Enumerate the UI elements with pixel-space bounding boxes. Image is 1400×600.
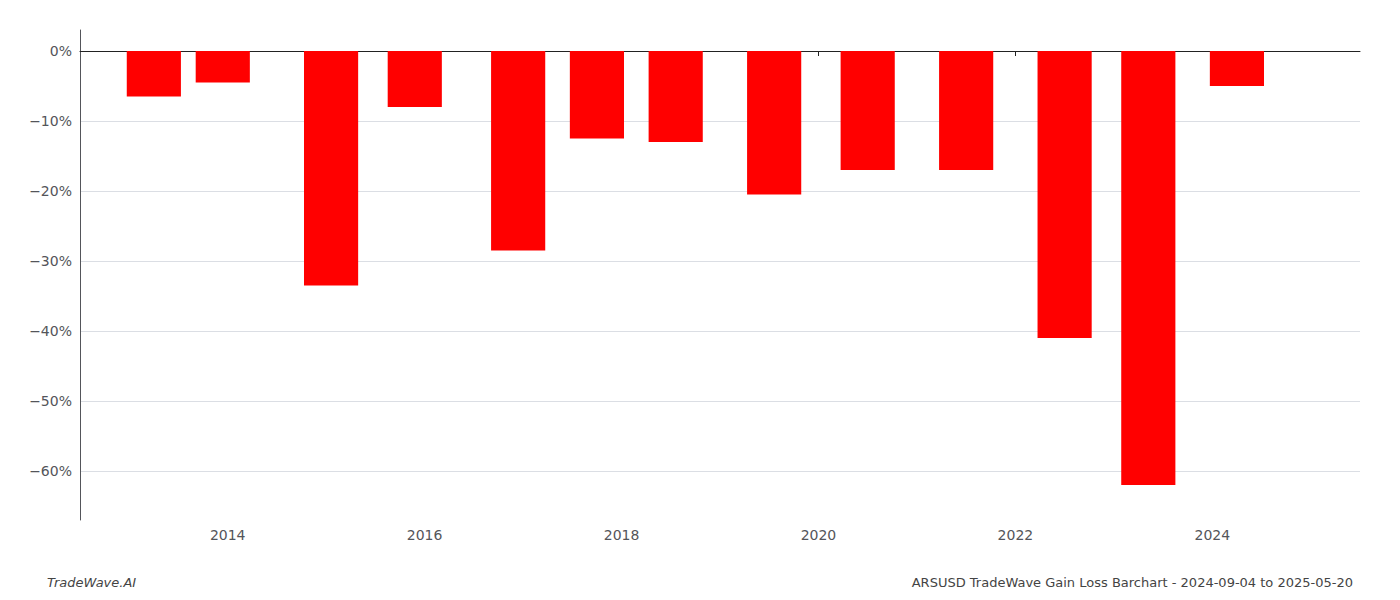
svg-text:2014: 2014 — [210, 527, 246, 543]
svg-text:−30%: −30% — [29, 253, 72, 269]
svg-text:TradeWave.AI: TradeWave.AI — [47, 575, 136, 590]
svg-text:−40%: −40% — [29, 323, 72, 339]
svg-text:−10%: −10% — [29, 113, 72, 129]
svg-text:2022: 2022 — [998, 527, 1034, 543]
svg-text:2020: 2020 — [801, 527, 837, 543]
svg-text:ARSUSD TradeWave Gain Loss Bar: ARSUSD TradeWave Gain Loss Barchart - 20… — [912, 575, 1353, 590]
svg-text:2024: 2024 — [1194, 527, 1230, 543]
svg-text:−50%: −50% — [29, 393, 72, 409]
svg-text:−60%: −60% — [29, 463, 72, 479]
svg-text:2018: 2018 — [604, 527, 640, 543]
svg-text:2016: 2016 — [407, 527, 443, 543]
svg-text:0%: 0% — [50, 43, 72, 59]
svg-text:−20%: −20% — [29, 183, 72, 199]
